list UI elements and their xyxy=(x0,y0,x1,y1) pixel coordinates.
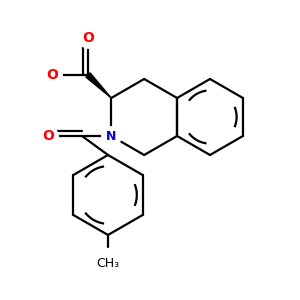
Text: CH₃: CH₃ xyxy=(96,257,120,270)
Text: O: O xyxy=(82,31,94,45)
Text: O: O xyxy=(46,68,58,82)
Polygon shape xyxy=(86,73,111,98)
Text: N: N xyxy=(106,130,116,142)
Text: O: O xyxy=(42,129,54,143)
